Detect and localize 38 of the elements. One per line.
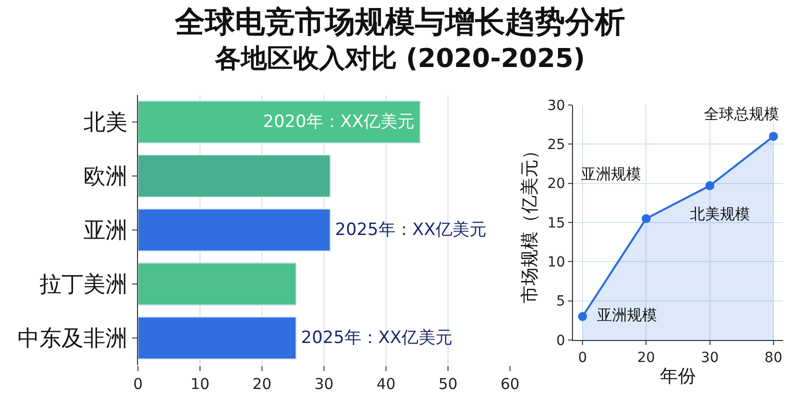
y-tick-label: 0 bbox=[556, 332, 566, 349]
x-tick-label: 80 bbox=[764, 350, 782, 366]
y-tick-label: 5 bbox=[556, 294, 566, 310]
annotation: 全球总规模 bbox=[704, 105, 779, 123]
y-tick-label: 20 bbox=[547, 176, 566, 192]
y-tick-label: 北美 bbox=[84, 110, 128, 136]
x-tick-label: 10 bbox=[190, 375, 210, 393]
annotation: 北美规模 bbox=[690, 205, 750, 223]
y-tick-label: 中东及非洲 bbox=[18, 326, 128, 352]
y-tick-label: 25 bbox=[547, 137, 566, 154]
x-tick-label: 0 bbox=[133, 375, 143, 393]
y-tick-label: 10 bbox=[547, 254, 566, 271]
annotation: 亚洲规模 bbox=[597, 306, 657, 324]
y-axis-title: 市场规模（亿美元） bbox=[520, 142, 541, 304]
x-tick-label: 20 bbox=[637, 350, 656, 366]
x-tick-label: 50 bbox=[438, 375, 458, 393]
y-tick-label: 欧洲 bbox=[84, 164, 128, 190]
x-tick-label: 40 bbox=[376, 375, 396, 393]
x-axis-title: 年份 bbox=[660, 366, 696, 387]
point bbox=[578, 312, 588, 321]
chart-subtitle: 各地区收入对比 (2020-2025) bbox=[214, 43, 586, 76]
annotation: 亚洲规模 bbox=[581, 165, 641, 183]
annotation: 2020年：XX亿美元 bbox=[263, 112, 415, 132]
x-tick-label: 30 bbox=[314, 375, 334, 393]
y-tick-label: 亚洲 bbox=[84, 218, 128, 244]
y-tick-label: 30 bbox=[547, 98, 566, 114]
point bbox=[642, 214, 651, 224]
x-tick-label: 0 bbox=[578, 350, 588, 366]
y-tick-label: 拉丁美洲 bbox=[40, 272, 128, 298]
point bbox=[705, 181, 714, 190]
annotation: 2025年：XX亿美元 bbox=[335, 220, 487, 240]
annotation: 2025年：XX亿美元 bbox=[301, 328, 453, 348]
x-tick-label: 30 bbox=[700, 350, 719, 366]
x-tick-label: 60 bbox=[500, 375, 520, 393]
point bbox=[768, 132, 778, 141]
x-tick-label: 20 bbox=[252, 375, 272, 393]
chart-title: 全球电竞市场规模与增长趋势分析 bbox=[174, 4, 626, 42]
y-tick-label: 15 bbox=[547, 215, 566, 232]
